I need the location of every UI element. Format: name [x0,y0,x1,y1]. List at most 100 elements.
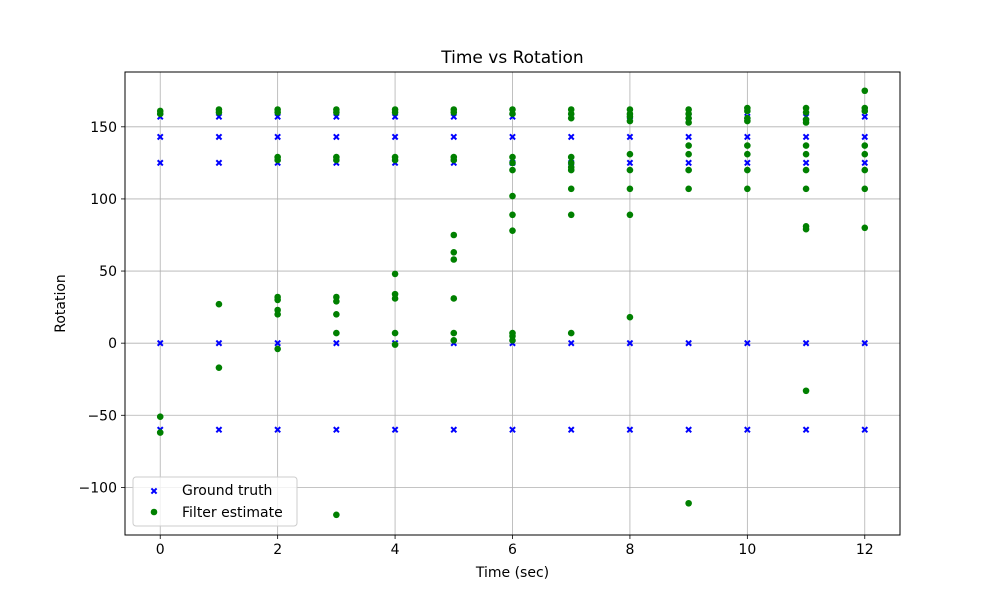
x-tick-label: 12 [856,542,874,558]
axis-ticks: 0 2 4 6 8 10 12 −100 −50 0 50 100 150 [79,120,874,558]
filter-estimate-point [744,107,751,115]
data-marks [156,87,869,519]
ground-truth-point [156,339,164,347]
filter-estimate-point [744,142,751,149]
y-tick-label: −100 [79,480,117,496]
ground-truth-point [567,426,575,434]
filter-estimate-point [215,109,223,116]
filter-estimate-point [333,109,340,116]
y-tick-label: −50 [87,408,117,424]
filter-estimate-point [567,153,575,161]
filter-estimate-point [685,119,692,126]
filter-estimate-point [215,300,223,308]
filter-estimate-point [450,329,458,337]
filter-estimate-point [450,295,458,302]
ground-truth-point [861,159,869,167]
filter-estimate-point [802,387,810,395]
filter-estimate-point [274,345,281,353]
filter-estimate-point [391,295,399,302]
filter-estimate-point [509,227,516,234]
filter-estimate-point [391,156,399,164]
x-tick-label: 0 [156,542,165,558]
ground-truth-point [450,133,458,141]
ground-truth-point [861,113,869,121]
filter-estimate-point [744,166,751,174]
filter-estimate-point [861,166,869,174]
filter-estimate-point [861,142,869,149]
filter-estimate-point [274,156,281,164]
filter-estimate-point [626,313,634,321]
filter-estimate-point [685,185,692,193]
filter-estimate-point [215,364,223,371]
legend-x-marker [150,487,158,495]
legend: Ground truth Filter estimate [132,476,298,527]
ground-truth-point [391,133,399,141]
filter-estimate-point [685,150,692,158]
legend-label-ground-truth: Ground truth [182,483,272,499]
ground-truth-point [802,339,810,347]
ground-truth-point [215,426,223,434]
ground-truth-point [626,426,634,434]
ground-truth-point [802,133,810,141]
filter-estimate-point [685,499,692,507]
filter-estimate-point [450,109,458,116]
ground-truth-point [450,426,458,434]
filter-estimate-point [802,142,810,149]
ground-truth-point [215,339,223,347]
filter-estimate-point [626,185,634,193]
filter-estimate-point [567,114,575,122]
ground-truth-point [509,426,516,434]
filter-estimate-point [274,109,281,116]
ground-truth-point [274,339,281,347]
filter-estimate-point [333,298,340,305]
filter-estimate-point [450,336,458,344]
filter-estimate-point [450,231,458,239]
filter-estimate-point [156,413,164,421]
filter-estimate-point [567,185,575,193]
y-tick-label: 0 [108,336,117,352]
filter-estimate-point [156,110,164,118]
filter-estimate-point [626,117,634,125]
ground-truth-point [861,426,869,434]
filter-estimate-point [861,224,869,232]
ground-truth-point [274,426,281,434]
filter-estimate-point [391,329,399,337]
filter-estimate-point [861,107,869,115]
x-tick-label: 10 [738,542,756,558]
filter-estimate-point [333,329,340,337]
filter-estimate-point [509,166,516,174]
x-axis-label: Time (sec) [475,565,549,581]
legend-marker-filter-estimate [150,508,158,516]
ground-truth-point [626,159,634,167]
filter-estimate-point [509,192,516,200]
ground-truth-point [333,426,340,434]
filter-estimate-point [509,153,516,161]
x-tick-label: 4 [391,542,400,558]
ground-truth-point [215,133,223,141]
ground-truth-point [156,159,164,167]
filter-estimate-point [567,211,575,219]
ground-truth-point [567,133,575,141]
filter-estimate-point [391,109,399,116]
filter-estimate-point [509,159,516,167]
filter-estimate-point [333,511,340,519]
ground-truth-point [861,339,869,347]
ground-truth-point [744,339,751,347]
grid [125,72,900,535]
filter-estimate-point [685,142,692,149]
filter-estimate-point [509,211,516,219]
filter-estimate-point [156,429,164,436]
filter-estimate-point [861,150,869,158]
legend-dot-marker [150,508,158,516]
ground-truth-point [744,133,751,141]
ground-truth-point [567,339,575,347]
ground-truth-point [861,133,869,141]
legend-marker-ground-truth [150,487,158,495]
ground-truth-point [274,133,281,141]
filter-estimate-point [744,185,751,193]
ground-truth-point [685,133,692,141]
filter-estimate-point [802,109,810,116]
filter-estimate-point [450,248,458,256]
ground-truth-point [802,426,810,434]
filter-estimate-point [509,336,516,344]
